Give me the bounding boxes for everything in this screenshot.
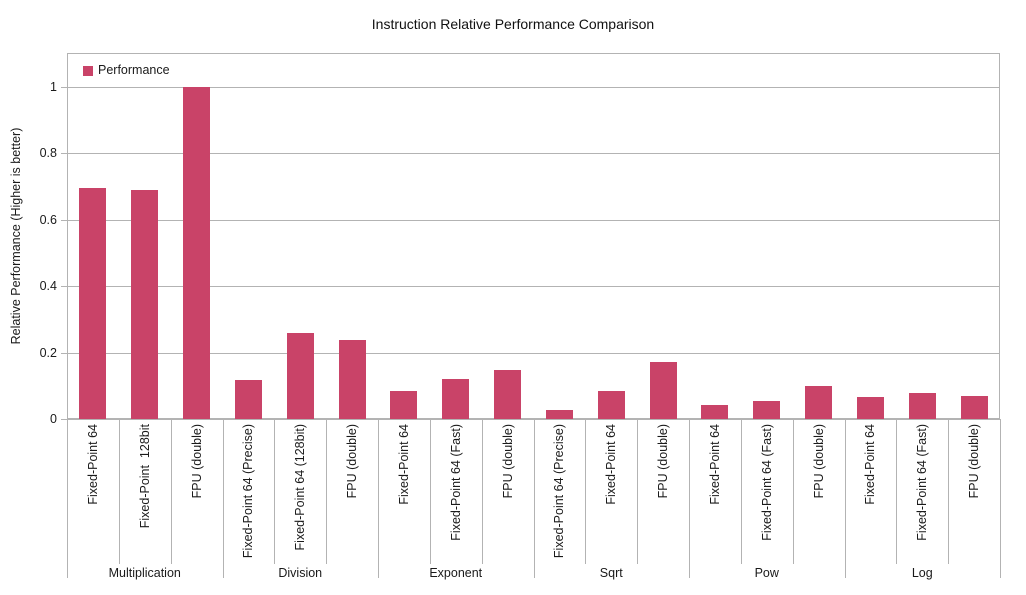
bar-label: Fixed-Point 128bit <box>137 424 152 529</box>
bar <box>545 410 573 419</box>
column-separator <box>637 419 639 564</box>
y-gridline <box>67 286 1000 288</box>
group-label: Division <box>278 566 323 580</box>
y-gridline <box>67 352 1000 354</box>
y-axis-tick <box>61 153 67 155</box>
group-label: Log <box>911 566 933 580</box>
chart-title: Instruction Relative Performance Compari… <box>371 16 655 32</box>
bar-label: FPU (double) <box>345 424 360 499</box>
column-separator <box>585 419 587 564</box>
y-axis-tick <box>61 419 67 420</box>
bar <box>856 396 884 419</box>
bar <box>649 361 677 419</box>
y-axis-tick <box>61 87 67 88</box>
y-tick-label: 1 <box>50 80 57 94</box>
y-tick-label: 0.8 <box>39 146 57 161</box>
bar-label: FPU (double) <box>811 424 826 499</box>
column-separator <box>429 419 431 564</box>
bar <box>908 392 936 419</box>
group-separator <box>689 419 690 578</box>
bar-label: Fixed-Point 64 <box>396 424 411 505</box>
bar <box>286 332 314 419</box>
group-label: Exponent <box>429 566 483 580</box>
group-separator <box>222 419 224 578</box>
column-separator <box>948 419 950 564</box>
column-separator <box>118 419 120 564</box>
legend-label: Performance <box>98 63 170 77</box>
bar <box>753 401 781 419</box>
bar-label: Fixed-Point 64 <box>863 424 878 505</box>
y-gridline <box>67 153 1000 155</box>
bar <box>442 379 470 419</box>
bar-label: Fixed-Point 64 (Fast) <box>448 424 463 541</box>
y-axis-title: Relative Performance (Higher is better) <box>9 127 23 345</box>
group-separator <box>67 419 68 578</box>
bar-label: Fixed-Point 64 <box>85 424 100 505</box>
bar-label: FPU (double) <box>656 424 671 499</box>
bar <box>183 87 211 419</box>
legend: Performance <box>83 64 170 77</box>
bar-label: FPU (double) <box>189 424 204 499</box>
bar-label: Fixed-Point 64 <box>604 424 619 505</box>
y-tick-label: 0.6 <box>39 212 57 227</box>
bar <box>390 390 418 419</box>
bar <box>701 405 729 419</box>
bar-label: Fixed-Point 64 <box>707 424 722 505</box>
column-separator <box>896 419 898 564</box>
group-label: Multiplication <box>108 566 181 580</box>
group-label: Sqrt <box>599 566 623 580</box>
y-axis-tick <box>61 219 67 221</box>
y-tick-label: 0 <box>50 412 57 426</box>
column-separator <box>326 419 328 564</box>
bar-label: FPU (double) <box>967 424 982 499</box>
group-separator <box>533 419 535 578</box>
y-tick-label: 0.4 <box>39 279 57 294</box>
group-label: Pow <box>754 566 779 580</box>
bar-label: Fixed-Point 64 (128bit) <box>293 424 308 551</box>
column-separator <box>170 419 172 564</box>
legend-swatch-icon <box>83 65 93 76</box>
bar <box>131 190 159 419</box>
y-axis-tick <box>61 352 67 354</box>
bar-label: Fixed-Point 64 (Precise) <box>552 424 567 559</box>
plot-area <box>67 53 1000 419</box>
bar <box>597 390 625 419</box>
group-separator <box>378 419 379 578</box>
bar-label: FPU (double) <box>500 424 515 499</box>
bar-label: Fixed-Point 64 (Fast) <box>759 424 774 541</box>
group-separator <box>844 419 846 578</box>
bar <box>494 369 522 419</box>
y-axis-tick <box>61 286 67 288</box>
column-separator <box>481 419 483 564</box>
bar-label: Fixed-Point 64 (Fast) <box>915 424 930 541</box>
column-separator <box>792 419 794 564</box>
group-separator <box>1000 419 1001 578</box>
bar <box>234 380 262 419</box>
y-gridline <box>67 219 1000 221</box>
bar <box>960 395 988 419</box>
y-gridline <box>67 87 1000 88</box>
y-tick-label: 0.2 <box>39 345 57 360</box>
bar-label: Fixed-Point 64 (Precise) <box>241 424 256 559</box>
column-separator <box>274 419 276 564</box>
bar <box>79 188 107 419</box>
column-separator <box>740 419 742 564</box>
bar <box>338 339 366 419</box>
bar <box>805 385 833 419</box>
